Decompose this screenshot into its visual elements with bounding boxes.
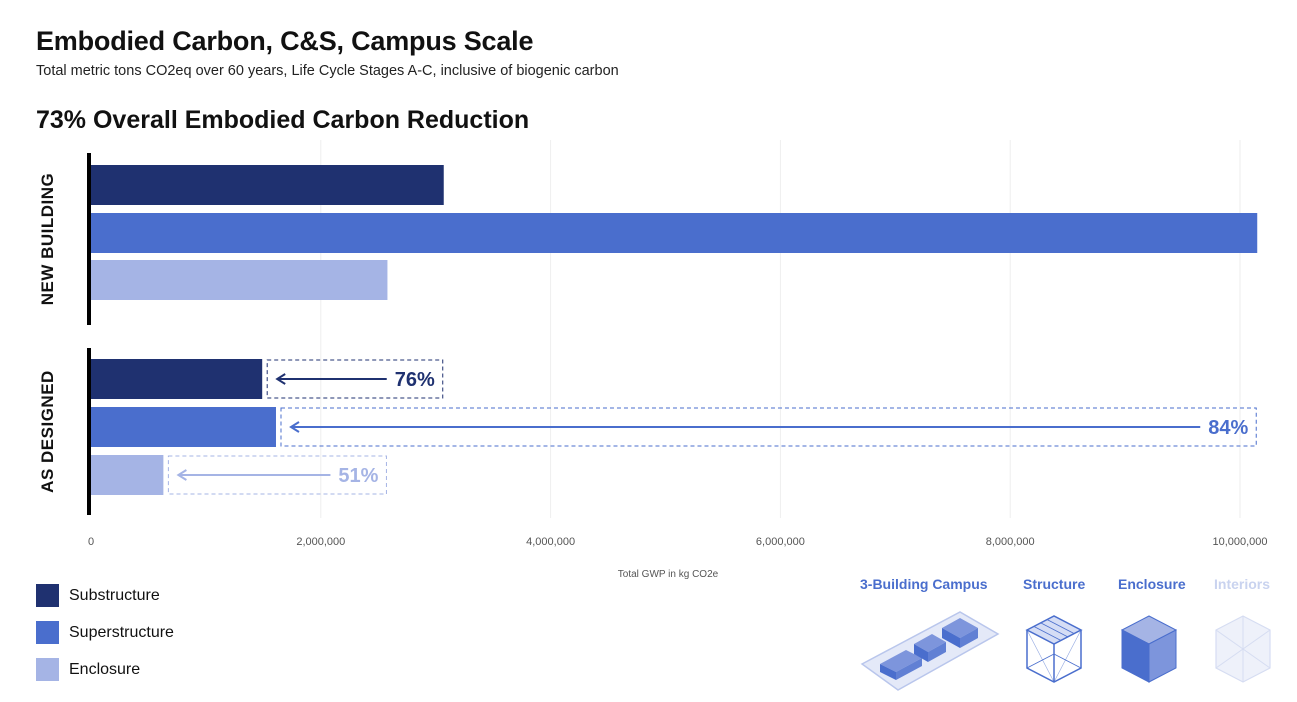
reduction-label: 84% <box>1208 417 1248 439</box>
enclosure-cube-icon[interactable] <box>1118 614 1180 684</box>
legend-swatch <box>36 658 59 681</box>
bar-substructure-as-designed <box>91 359 263 399</box>
legend-label: Enclosure <box>69 660 141 678</box>
x-tick-label: 4,000,000 <box>526 536 575 548</box>
chart-title: Embodied Carbon, C&S, Campus Scale <box>36 26 534 56</box>
legend-item-substructure: Substructure <box>36 584 174 607</box>
bar-enclosure-as-designed <box>91 455 164 495</box>
tab-enclosure[interactable]: Enclosure <box>1118 576 1186 592</box>
legend-swatch <box>36 584 59 607</box>
tab-structure[interactable]: Structure <box>1023 576 1086 592</box>
headline-reduction: 73% Overall Embodied Carbon Reduction <box>36 106 530 134</box>
x-tick-label: 0 <box>88 536 94 548</box>
legend-item-superstructure: Superstructure <box>36 621 174 644</box>
legend-swatch <box>36 621 59 644</box>
x-tick-label: 6,000,000 <box>756 536 805 548</box>
reduction-arrowhead <box>275 373 286 385</box>
bar-superstructure-as-designed <box>91 407 276 447</box>
bar-superstructure-new-building <box>91 213 1258 253</box>
reduction-arrowhead <box>176 469 187 481</box>
tab-interiors[interactable]: Interiors <box>1214 576 1271 592</box>
legend-label: Superstructure <box>69 623 174 641</box>
legend-label: Substructure <box>69 586 160 604</box>
reduction-box <box>280 407 1257 447</box>
bar-enclosure-new-building <box>91 260 388 300</box>
reduction-label: 51% <box>338 465 378 487</box>
group-label-new-building: NEW BUILDING <box>38 173 57 306</box>
x-tick-label: 10,000,000 <box>1212 536 1267 548</box>
structure-cube-icon[interactable] <box>1023 614 1085 684</box>
x-tick-label: 2,000,000 <box>296 536 345 548</box>
reduction-box <box>167 455 387 495</box>
reduction-label: 76% <box>395 369 435 391</box>
legend: Substructure Superstructure Enclosure <box>36 584 174 695</box>
interiors-cube-icon[interactable] <box>1212 614 1274 684</box>
legend-item-enclosure: Enclosure <box>36 658 174 681</box>
reduction-box <box>266 359 444 399</box>
bar-substructure-new-building <box>91 165 444 205</box>
scale-tabs: 3-Building Campus Structure Enclosure In… <box>850 576 1290 696</box>
campus-icon[interactable] <box>860 606 1000 694</box>
x-tick-label: 8,000,000 <box>986 536 1035 548</box>
group-label-as-designed: AS DESIGNED <box>38 370 57 493</box>
reduction-arrowhead <box>289 421 300 433</box>
x-axis-label: Total GWP in kg CO2e <box>618 569 719 580</box>
chart-subtitle: Total metric tons CO2eq over 60 years, L… <box>36 63 619 79</box>
tab-campus[interactable]: 3-Building Campus <box>860 576 988 592</box>
